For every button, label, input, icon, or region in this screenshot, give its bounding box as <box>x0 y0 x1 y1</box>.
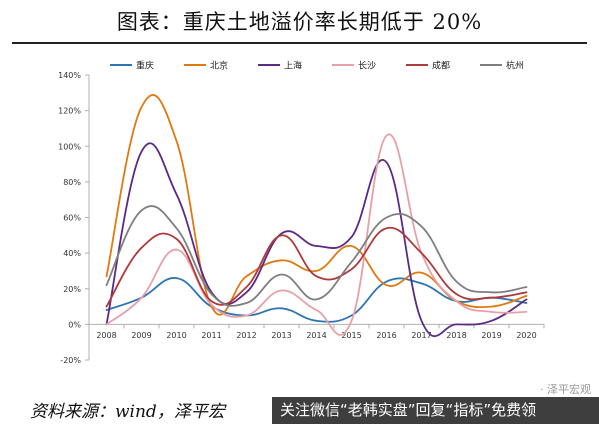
series-line-4 <box>105 133 528 336</box>
legend-label: 长沙 <box>358 60 376 72</box>
series-line-2 <box>105 94 528 316</box>
x-tick-label: 2012 <box>236 331 256 340</box>
y-tick-label: 20% <box>63 285 81 294</box>
y-tick-label: 60% <box>63 214 81 223</box>
series-line-5 <box>105 226 528 308</box>
x-tick-label: 2020 <box>516 331 536 340</box>
x-tick-label: 2014 <box>306 331 326 340</box>
page-title: 图表：重庆土地溢价率长期低于 20% <box>116 10 483 34</box>
title-divider <box>12 42 587 44</box>
promo-overlay-banner: 关注微信“老韩实盘”回复“指标”免费领 <box>272 397 599 424</box>
y-tick-label: 80% <box>63 178 81 187</box>
chart-plot-area <box>105 94 528 338</box>
x-tick-label: 2009 <box>131 331 151 340</box>
chart-axes: -20% 0% 20% 40% 60% 80% 100% 120% 140% 2008 2009 20… <box>58 71 545 365</box>
series-line-6 <box>105 205 528 307</box>
legend-label: 成都 <box>432 60 450 72</box>
legend-label: 杭州 <box>506 60 524 72</box>
y-tick-label: 100% <box>58 142 81 151</box>
x-tick-label: 2015 <box>341 331 361 340</box>
x-tick-label: 2017 <box>411 331 431 340</box>
x-tick-label: 2010 <box>166 331 186 340</box>
x-tick-label: 2008 <box>96 331 116 340</box>
watermark: · 泽平宏观 <box>540 383 591 396</box>
x-tick-label: 2018 <box>446 331 466 340</box>
legend-label: 重庆 <box>136 60 154 72</box>
x-tick-label: 2013 <box>271 331 291 340</box>
x-tick-label: 2019 <box>481 331 501 340</box>
y-tick-label: 120% <box>58 107 81 116</box>
x-tick-label: 2011 <box>201 331 221 340</box>
y-tick-label: -20% <box>60 356 81 365</box>
legend-label: 上海 <box>284 60 302 72</box>
y-tick-label: 40% <box>63 249 81 258</box>
series-line-3 <box>105 142 528 338</box>
chart-legend: 重庆 北京 上海 长沙 成都 杭州 <box>110 60 524 72</box>
legend-label: 北京 <box>210 60 228 72</box>
source-note: 资料来源：wind，泽平宏 <box>30 402 225 422</box>
x-tick-label: 2016 <box>376 331 396 340</box>
y-tick-label: 140% <box>58 71 81 80</box>
y-tick-label: 0% <box>68 320 81 329</box>
